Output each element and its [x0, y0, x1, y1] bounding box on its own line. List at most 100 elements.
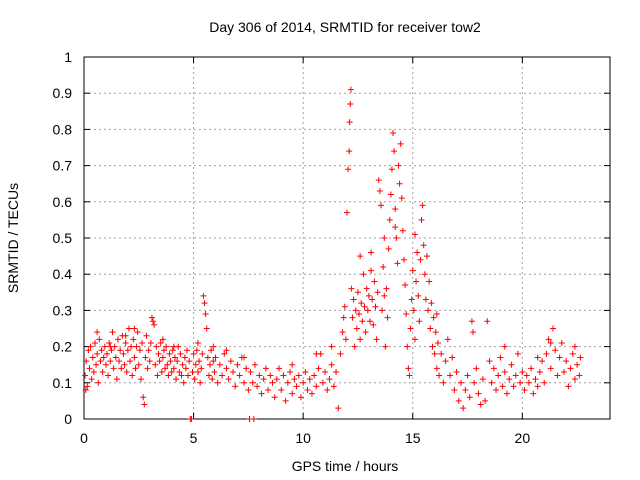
data-point: [346, 148, 353, 155]
data-point: [134, 329, 141, 336]
data-point: [353, 325, 360, 332]
data-point: [163, 343, 170, 350]
data-point: [84, 383, 91, 390]
data-point: [393, 235, 400, 241]
data-point: [170, 365, 177, 372]
data-point: [88, 376, 95, 383]
data-point: [184, 347, 191, 354]
data-point: [501, 343, 508, 350]
data-point: [372, 303, 379, 310]
data-point: [148, 314, 155, 321]
data-point: [129, 372, 136, 379]
data-point: [536, 368, 543, 375]
data-point: [532, 376, 539, 383]
data-point: [208, 347, 215, 354]
data-point: [517, 379, 524, 386]
data-point: [114, 336, 121, 343]
data-point: [373, 336, 380, 343]
data-point: [409, 267, 416, 274]
data-point: [109, 329, 116, 336]
data-point: [162, 365, 169, 372]
data-point: [429, 343, 436, 350]
data-point: [282, 397, 289, 404]
data-point: [503, 390, 510, 397]
data-point: [159, 354, 166, 361]
data-point: [151, 321, 158, 328]
data-point: [479, 376, 486, 383]
data-point: [391, 148, 398, 155]
data-point: [493, 387, 500, 394]
data-point: [394, 260, 401, 267]
data-point: [313, 350, 320, 357]
data-point: [398, 195, 405, 202]
data-point: [236, 372, 243, 379]
data-point: [193, 347, 200, 354]
data-point: [523, 372, 530, 379]
data-point: [556, 354, 563, 361]
data-point: [521, 387, 528, 394]
data-point: [434, 339, 441, 346]
data-point: [122, 339, 129, 346]
data-point: [356, 311, 363, 318]
y-tick-label: 0.8: [53, 121, 73, 137]
data-point: [291, 376, 298, 383]
data-point: [191, 376, 198, 383]
data-point: [528, 365, 535, 372]
data-point: [315, 365, 322, 372]
y-tick-label: 0.9: [53, 85, 73, 101]
data-point: [433, 311, 440, 318]
data-point: [506, 376, 513, 383]
data-point: [471, 379, 478, 386]
data-point: [177, 350, 184, 357]
data-point: [143, 332, 150, 339]
data-point: [383, 285, 390, 292]
data-point: [142, 354, 149, 361]
data-point: [146, 358, 153, 365]
data-point: [357, 336, 364, 343]
data-point: [547, 365, 554, 372]
data-point: [360, 271, 367, 278]
data-point: [93, 361, 100, 368]
data-point: [186, 358, 193, 365]
data-point: [251, 361, 258, 368]
data-point: [82, 372, 89, 379]
data-point: [475, 390, 482, 397]
data-point: [214, 379, 221, 386]
data-point: [302, 368, 309, 375]
data-point: [192, 361, 199, 368]
data-point: [335, 405, 342, 412]
data-point: [240, 379, 247, 386]
data-point: [157, 339, 164, 346]
data-point: [254, 383, 261, 390]
data-point: [415, 292, 422, 299]
data-point: [519, 368, 526, 375]
data-point: [100, 354, 107, 361]
data-point: [95, 379, 102, 386]
data-point: [308, 390, 315, 397]
data-point: [368, 249, 375, 256]
data-point: [407, 325, 414, 332]
data-point: [381, 235, 388, 241]
data-point: [219, 372, 226, 379]
data-point: [82, 387, 89, 394]
data-point: [173, 376, 180, 383]
data-point: [550, 325, 557, 332]
data-point: [197, 379, 204, 386]
data-point: [135, 361, 142, 368]
data-point: [402, 282, 409, 289]
data-point: [131, 354, 138, 361]
data-point: [99, 368, 106, 375]
data-point: [297, 394, 304, 401]
data-point: [453, 368, 460, 375]
data-point: [433, 365, 440, 372]
data-point: [534, 354, 541, 361]
data-point: [341, 303, 348, 310]
y-tick-label: 0.7: [53, 158, 73, 174]
data-point: [271, 394, 278, 401]
data-point: [211, 368, 218, 375]
data-point: [349, 314, 356, 321]
data-point: [128, 343, 135, 350]
data-point: [449, 354, 456, 361]
data-point: [328, 361, 335, 368]
data-point: [278, 387, 285, 394]
